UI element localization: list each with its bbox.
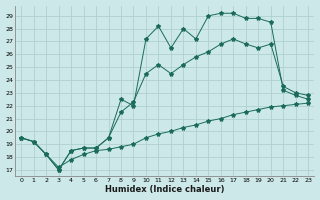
X-axis label: Humidex (Indice chaleur): Humidex (Indice chaleur) xyxy=(105,185,224,194)
